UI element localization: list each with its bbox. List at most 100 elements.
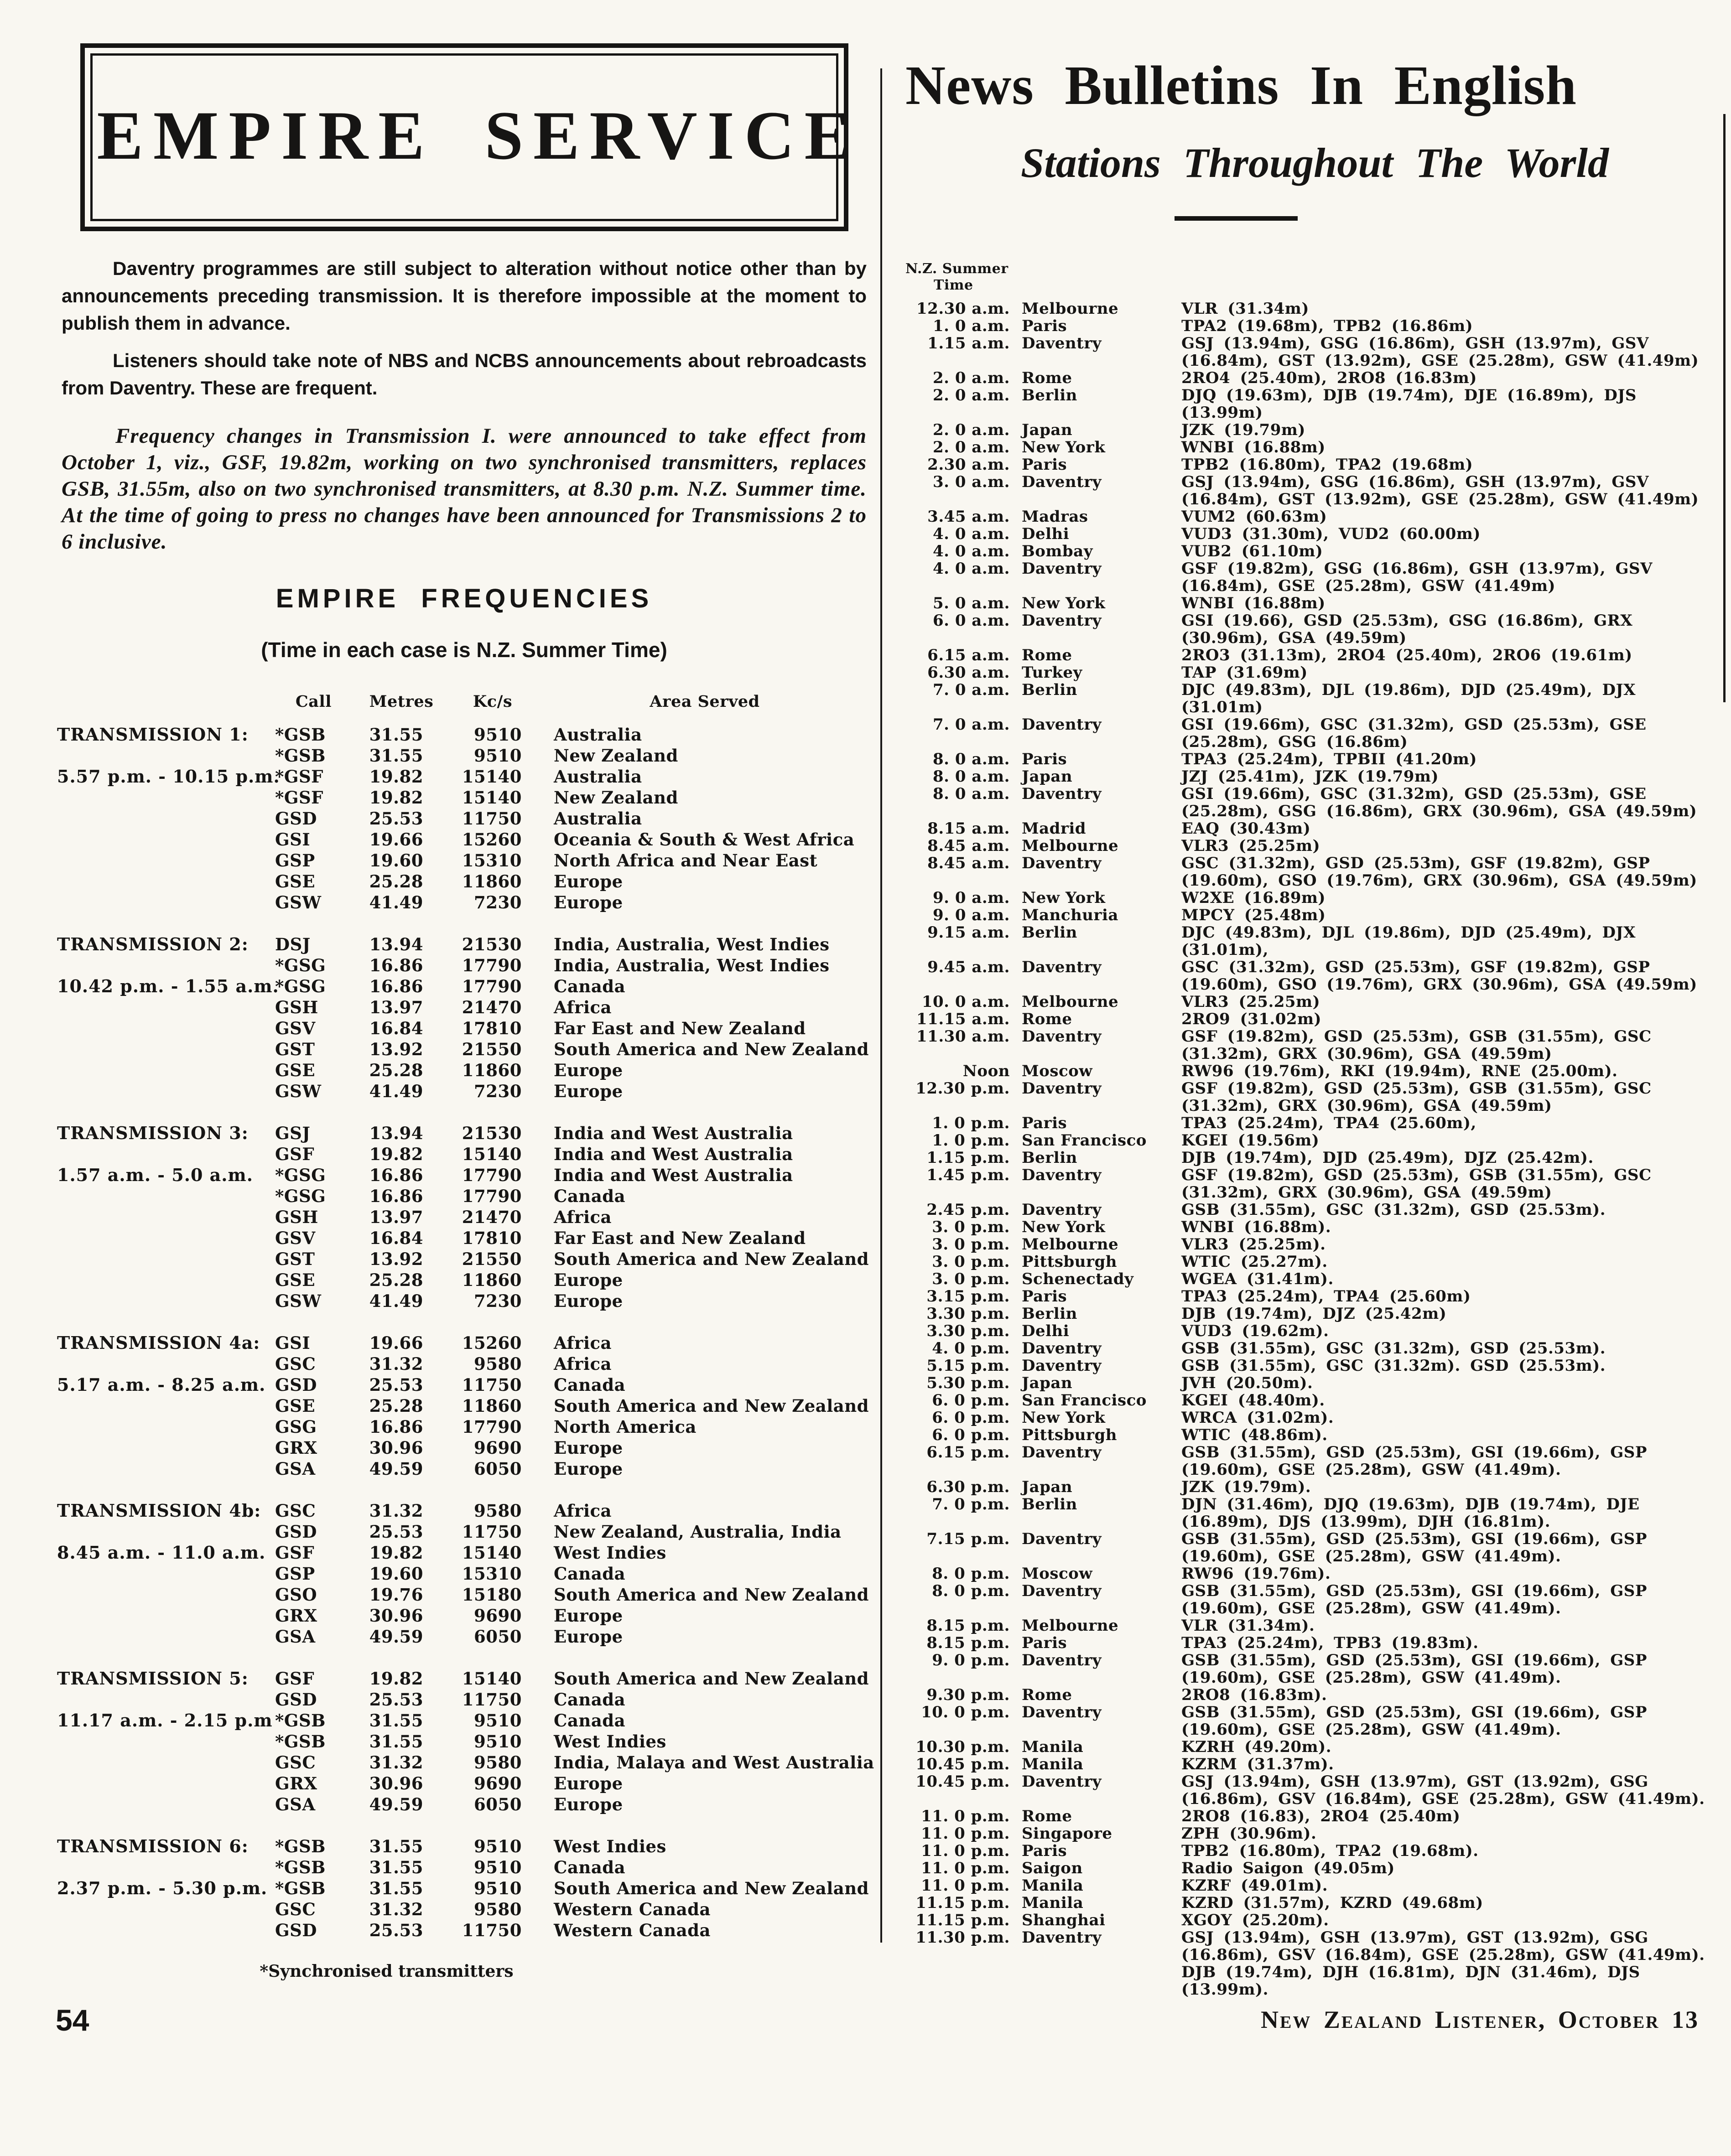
transmission-time — [57, 1584, 271, 1605]
kcs-value: 15310 — [462, 850, 522, 871]
call-sign: GSP — [275, 1564, 315, 1584]
bulletin-station: Singapore — [1022, 1824, 1112, 1843]
kcs-value: 9510 — [474, 1878, 522, 1898]
bulletin-station: Manila — [1022, 1876, 1084, 1895]
bulletin-station: Daventry — [1022, 1201, 1102, 1219]
bulletin-station: Daventry — [1022, 1079, 1102, 1098]
bulletin-station: Daventry — [1022, 1443, 1102, 1462]
metres-value: 30.96 — [369, 1606, 423, 1626]
bulletin-time: 2.45 p.m. — [926, 1201, 1010, 1219]
transmission-time — [57, 1249, 271, 1270]
bulletin-entry: 3. 0 p.m. Melbourne VLR3 (25.25m). — [905, 1236, 1724, 1253]
bulletin-time: 2.30 a.m. — [927, 456, 1010, 474]
call-sign: GSC — [275, 1354, 316, 1374]
bulletin-frequencies: GSC (31.32m), GSD (25.53m), GSF (19.82m)… — [1181, 854, 1697, 890]
metres-value: 25.53 — [369, 1690, 423, 1710]
area-served: Canada — [554, 1710, 626, 1731]
metres-value: 16.86 — [369, 955, 423, 975]
kcs-value: 15140 — [462, 1669, 522, 1689]
kcs-value: 21550 — [462, 1249, 522, 1269]
bulletin-station: Daventry — [1022, 612, 1102, 630]
bulletin-frequencies: TPB2 (16.80m), TPA2 (19.68m). — [1181, 1842, 1479, 1860]
area-served: Western Canada — [554, 1920, 711, 1940]
call-sign: GSG — [275, 1417, 317, 1437]
bulletin-station: Daventry — [1022, 1357, 1102, 1375]
bulletin-time: 10.30 p.m. — [915, 1738, 1010, 1756]
bulletin-station: New York — [1022, 438, 1106, 456]
metres-value: 19.82 — [369, 1144, 423, 1164]
footer-publication: New Zealand Listener, October 13 — [1261, 2006, 1699, 2033]
metres-value: 13.97 — [369, 997, 423, 1017]
bulletin-time: 8.45 a.m. — [927, 854, 1010, 872]
transmission-time — [57, 1039, 271, 1060]
metres-value: 30.96 — [369, 1438, 423, 1458]
bulletin-time: 11. 0 p.m. — [921, 1824, 1010, 1843]
transmission-time: 11.17 a.m. - 2.15 p.m — [57, 1710, 273, 1731]
bulletin-time: 7. 0 p.m. — [932, 1495, 1010, 1513]
bulletin-frequencies: GSJ (13.94m), GSH (13.97m), GST (13.92m)… — [1181, 1772, 1705, 1808]
kcs-value: 21550 — [462, 1039, 522, 1059]
call-sign: GSH — [275, 1207, 318, 1227]
area-served: India and West Australia — [554, 1144, 793, 1164]
bulletin-time: 4. 0 a.m. — [932, 525, 1010, 543]
bulletin-station: Delhi — [1022, 525, 1070, 543]
bulletin-time: 8.15 a.m. — [927, 819, 1010, 838]
bulletin-entry: 11.15 p.m. Shanghai XGOY (25.20m). — [905, 1912, 1724, 1929]
bulletin-time: 1.15 p.m. — [926, 1149, 1010, 1167]
kcs-value: 17810 — [462, 1018, 522, 1038]
metres-value: 25.28 — [369, 871, 423, 891]
frequency-row: TRANSMISSION 4b: GSC 31.32 9580 Africa — [57, 1500, 871, 1521]
bulletin-frequencies: TPA3 (25.24m), TPA4 (25.60m), — [1181, 1114, 1476, 1132]
transmission-time — [57, 1228, 271, 1249]
bulletin-station: Daventry — [1022, 1651, 1102, 1669]
transmission-time — [57, 1689, 271, 1710]
call-sign: GSA — [275, 1459, 316, 1479]
call-sign: GSD — [275, 1690, 317, 1710]
bulletin-time: 1.15 a.m. — [927, 334, 1010, 352]
kcs-value: 11750 — [462, 1920, 522, 1940]
frequency-row: TRANSMISSION 3: GSJ 13.94 21530 India and We… — [57, 1123, 871, 1144]
bulletin-time: 8. 0 p.m. — [932, 1565, 1010, 1583]
call-sign: GSE — [275, 871, 316, 891]
kcs-value: 11860 — [462, 1060, 522, 1080]
bulletin-time: 7. 0 a.m. — [932, 715, 1010, 734]
bulletin-frequencies: DJB (19.74m), DJH (16.81m), DJN (31.46m)… — [1181, 1963, 1640, 1999]
bulletin-frequencies: TPA3 (25.24m), TPB3 (19.83m). — [1181, 1634, 1479, 1652]
bulletin-time: 6.30 p.m. — [926, 1478, 1010, 1496]
bulletin-station: Rome — [1022, 369, 1072, 387]
metres-value: 31.32 — [369, 1354, 423, 1374]
bulletin-station: Melbourne — [1022, 1235, 1119, 1254]
kcs-value: 15140 — [462, 1543, 522, 1563]
bulletin-time: 9. 0 a.m. — [932, 889, 1010, 907]
kcs-value: 15140 — [462, 788, 522, 808]
call-sign: GRX — [275, 1773, 317, 1793]
bulletin-frequencies: DJQ (19.63m), DJB (19.74m), DJE (16.89m)… — [1181, 386, 1637, 422]
metres-value: 49.59 — [369, 1627, 423, 1647]
transmission-time — [57, 1081, 271, 1102]
kcs-value: 9580 — [474, 1899, 522, 1919]
bulletin-frequencies: GSB (31.55m), GSD (25.53m), GSI (19.66m)… — [1181, 1582, 1647, 1617]
transmission-time — [57, 1794, 271, 1815]
bulletin-time: 11. 0 p.m. — [921, 1842, 1010, 1860]
bulletin-station: New York — [1022, 1218, 1106, 1236]
call-sign: *GSB — [275, 1836, 326, 1856]
bulletin-time: 6.30 a.m. — [927, 663, 1010, 682]
bulletin-entry: 2.45 p.m. Daventry GSB (31.55m), GSC (31.3… — [905, 1201, 1724, 1218]
bulletin-frequencies: XGOY (25.20m). — [1181, 1911, 1329, 1929]
metres-value: 25.28 — [369, 1060, 423, 1080]
area-served: South America and New Zealand — [554, 1396, 869, 1416]
bulletin-time: 3. 0 p.m. — [932, 1270, 1010, 1288]
frequency-row: 5.17 a.m. - 8.25 a.m. GSD 25.53 11750 Canada — [57, 1374, 871, 1395]
column-header-call: Call — [295, 692, 332, 711]
transmission-time — [57, 871, 271, 892]
frequency-row: GSO 19.76 15180 South America and New Zeala… — [57, 1584, 871, 1605]
kcs-value: 9510 — [474, 746, 522, 766]
transmission-label: TRANSMISSION 3: — [57, 1123, 249, 1143]
metres-value: 41.49 — [369, 1081, 423, 1101]
bulletin-frequencies: GSB (31.55m), GSD (25.53m), GSI (19.66m)… — [1181, 1651, 1647, 1687]
bulletin-station: Schenectady — [1022, 1270, 1134, 1288]
frequency-row: GSE 25.28 11860 South America and New Zeala… — [57, 1395, 871, 1416]
bulletin-station: Paris — [1022, 456, 1067, 474]
transmission-time — [57, 1458, 271, 1479]
call-sign: GST — [275, 1249, 315, 1269]
